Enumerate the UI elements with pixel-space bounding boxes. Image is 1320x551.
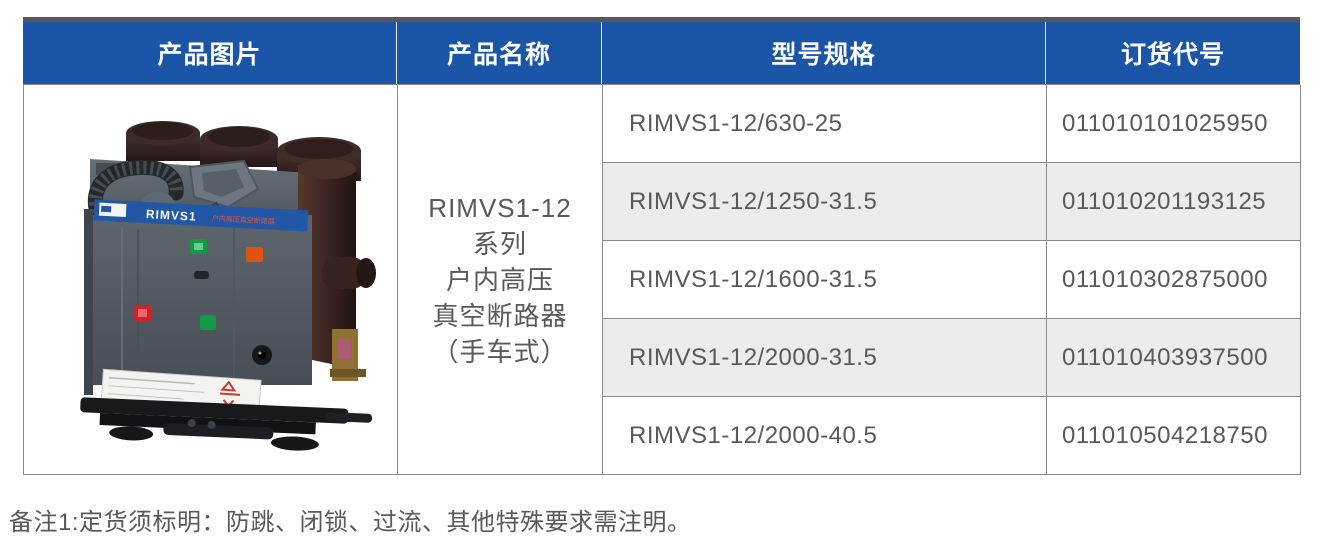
- latch-handle: [188, 159, 260, 223]
- model-cell: RIMVS1-12/2000-40.5: [603, 397, 1047, 475]
- model-cell: RIMVS1-12/1600-31.5: [603, 241, 1047, 319]
- table-header-row: 产品图片 产品名称 型号规格 订货代号: [23, 22, 1300, 85]
- chassis-base: [80, 397, 373, 451]
- footnote: 备注1:定货须标明：防跳、闭锁、过流、其他特殊要求需注明。: [9, 509, 692, 536]
- header-model-spec: 型号规格: [602, 22, 1046, 84]
- stripe-model-label: RIMVS1: [146, 207, 197, 224]
- code-cell: 011010201193125: [1047, 163, 1301, 241]
- model-cell: RIMVS1-12/1250-31.5: [603, 163, 1047, 241]
- product-spec-table: 产品图片 产品名称 型号规格 订货代号: [23, 17, 1301, 475]
- product-name-line: 真空断路器: [432, 300, 568, 331]
- header-product-image: 产品图片: [23, 22, 397, 84]
- indicator-lights: [134, 239, 272, 365]
- header-order-code: 订货代号: [1120, 41, 1225, 69]
- code-cell: 011010101025950: [1047, 85, 1301, 163]
- pole-column: [298, 159, 376, 381]
- model-stripe: RIMVS1 户内高压真空断路器: [93, 199, 309, 232]
- circuit-breaker-photo: RIMVS1 户内高压真空断路器: [80, 121, 376, 451]
- product-name-cell: RIMVS1-12 系列 户内高压 真空断路器 （手车式）: [398, 85, 603, 475]
- model-cell: RIMVS1-12/630-25: [603, 85, 1047, 163]
- product-image-cell: RIMVS1 户内高压真空断路器: [24, 85, 398, 475]
- header-product-name: 产品名称: [397, 22, 602, 84]
- code-cell: 011010302875000: [1047, 241, 1301, 319]
- product-name-line: 户内高压: [445, 264, 554, 295]
- code-cell: 011010403937500: [1047, 319, 1301, 397]
- code-cell: 011010504218750: [1047, 397, 1301, 475]
- model-cell: RIMVS1-12/2000-31.5: [603, 319, 1047, 397]
- product-name-line: 系列: [472, 228, 527, 259]
- product-name-line: （手车式）: [432, 336, 568, 367]
- product-name-line: RIMVS1-12: [428, 192, 572, 223]
- table-body: RIMVS1 户内高压真空断路器: [23, 85, 1301, 475]
